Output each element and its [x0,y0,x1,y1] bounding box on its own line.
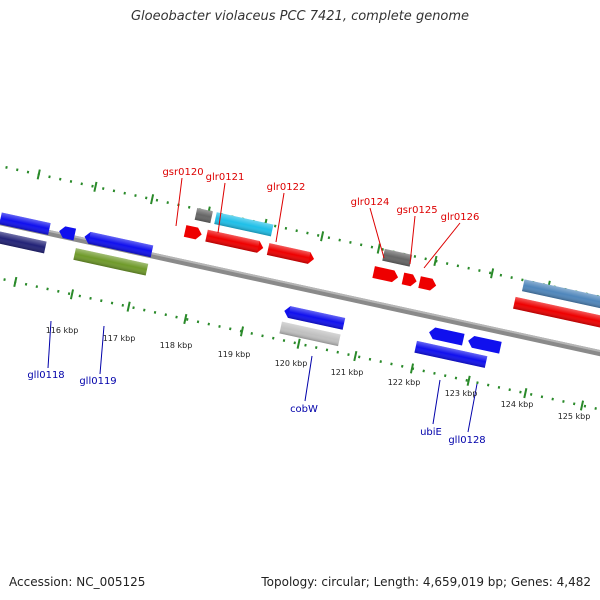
gene-gray-box[interactable] [279,321,341,347]
scale-label-120: 120 kbp [275,359,308,368]
gene-forward-arrow-b[interactable] [372,266,399,283]
scale-label-124: 124 kbp [501,400,534,409]
accession-text: Accession: NC_005125 [9,575,146,589]
gene-glr0121-arrow[interactable] [205,229,264,254]
major-tick [93,181,98,192]
major-tick [150,194,155,205]
major-tick [69,289,75,300]
gene-cobW-arrow[interactable] [283,305,346,330]
major-tick [409,363,415,374]
major-tick [183,313,188,325]
major-tick [523,388,528,399]
label-glr0126[interactable]: glr0126 [441,212,480,223]
gene-reverse-arrow-b[interactable] [58,225,77,241]
gene-gll0118-box[interactable] [0,231,47,254]
major-tick [466,375,471,386]
gene-glr0121-box[interactable] [214,212,274,237]
reverse-leader-lines [47,320,478,433]
major-ticks [13,169,585,411]
label-glr0121[interactable]: glr0121 [206,172,245,183]
gene-forward-arrow-c[interactable] [513,296,600,330]
gene-glr0124-box[interactable] [382,248,413,267]
major-tick [239,326,245,337]
gene-glr0122-arrow[interactable] [266,243,315,265]
major-tick [376,243,381,254]
label-gsr0125[interactable]: gsr0125 [396,205,437,216]
major-tick [36,169,41,180]
gene-gll0128-box[interactable] [414,340,488,368]
label-ubiE[interactable]: ubiE [420,427,442,438]
gene-gsr0125-arrow[interactable] [401,272,418,288]
scale-label-119: 119 kbp [218,350,251,359]
major-tick [433,255,438,267]
scale-label-118: 118 kbp [160,341,193,350]
label-gll0119[interactable]: gll0119 [79,376,116,387]
forward-leader-lines [175,177,461,269]
gene-reverse-arrow-a[interactable] [0,212,51,235]
gene-gll0119-arrow[interactable] [83,231,154,258]
label-gll0118[interactable]: gll0118 [27,370,64,381]
major-tick [490,268,495,279]
major-tick [320,231,325,242]
gene-glr0126-arrow[interactable] [418,276,437,291]
major-tick [126,301,131,312]
scale-label-116: 116 kbp [46,326,79,335]
scale-label-122: 122 kbp [388,378,421,387]
major-tick [13,276,18,288]
label-cobW[interactable]: cobW [290,404,318,415]
label-glr0124[interactable]: glr0124 [351,197,390,208]
label-gll0128[interactable]: gll0128 [448,435,485,446]
label-gsr0120[interactable]: gsr0120 [162,167,203,178]
gene-steelblue-box[interactable] [521,279,600,309]
gene-reverse-arrow-c[interactable] [467,335,502,354]
topology-text: Topology: circular; Length: 4,659,019 bp… [261,575,591,589]
gene-forward-arrow-a[interactable] [183,225,203,240]
gene-gsr0120-box[interactable] [194,207,213,224]
gene-ubiE-arrow[interactable] [428,326,465,346]
scale-label-123: 123 kbp [445,389,478,398]
scale-label-117: 117 kbp [103,334,136,343]
major-tick [353,350,358,362]
major-tick [296,338,301,349]
major-tick [579,400,585,411]
scale-label-121: 121 kbp [331,368,364,377]
gene-olive-box[interactable] [73,248,149,276]
map-title: Gloeobacter violaceus PCC 7421, complete… [130,9,470,24]
label-glr0122[interactable]: glr0122 [267,182,306,193]
scale-label-125: 125 kbp [558,412,591,421]
